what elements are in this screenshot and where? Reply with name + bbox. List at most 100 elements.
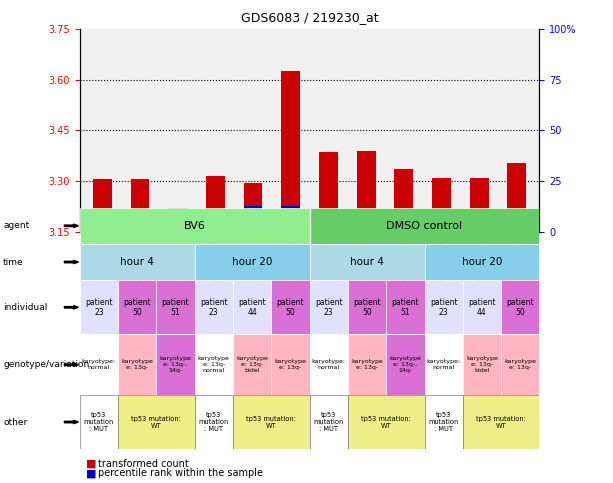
Text: agent: agent [3,221,29,230]
Text: patient
50: patient 50 [353,298,381,317]
Bar [501,334,539,395]
Bar [195,280,233,334]
Text: tp53
mutation
: MUT: tp53 mutation : MUT [84,412,114,432]
Text: karyotype
e: 13q-,
14q-: karyotype e: 13q-, 14q- [159,356,191,373]
Bar [432,178,451,232]
Bar [319,211,338,215]
Title: GDS6083 / 219230_at: GDS6083 / 219230_at [241,11,378,24]
Text: karyotype:
normal: karyotype: normal [427,359,460,370]
Bar [470,178,489,232]
Bar [310,334,348,395]
Bar [118,395,195,449]
Bar [348,334,386,395]
Text: hour 4: hour 4 [120,257,154,267]
Text: patient
23: patient 23 [85,298,113,317]
Text: patient
44: patient 44 [468,298,496,317]
Text: patient
44: patient 44 [238,298,266,317]
Text: tp53 mutation:
WT: tp53 mutation: WT [131,415,181,428]
Bar [243,206,262,210]
Text: patient
50: patient 50 [123,298,151,317]
Bar [357,151,376,232]
Text: hour 20: hour 20 [232,257,272,267]
Text: karyotype:
normal: karyotype: normal [82,359,116,370]
Bar [432,213,451,216]
Bar [243,183,262,232]
Bar [206,176,225,232]
Text: patient
23: patient 23 [430,298,457,317]
Bar [394,211,413,215]
Text: patient
50: patient 50 [276,298,304,317]
Text: tp53
mutation
: MUT: tp53 mutation : MUT [199,412,229,432]
Text: transformed count: transformed count [98,459,189,469]
Bar [80,244,195,280]
Bar [424,280,463,334]
Text: time: time [3,257,24,267]
Bar [386,280,424,334]
Bar [233,334,271,395]
Bar [80,334,118,395]
Text: karyotype
e: 13q-: karyotype e: 13q- [275,359,306,370]
Text: tp53
mutation
: MUT: tp53 mutation : MUT [428,412,459,432]
Text: other: other [3,417,28,426]
Bar [195,395,233,449]
Bar [348,280,386,334]
Text: patient
50: patient 50 [506,298,534,317]
Bar [310,395,348,449]
Bar [156,280,195,334]
Text: patient
51: patient 51 [392,298,419,317]
Bar [271,334,310,395]
Bar [80,280,118,334]
Bar [508,211,526,215]
Bar [310,280,348,334]
Bar [310,244,424,280]
Text: ■: ■ [86,459,96,469]
Text: tp53 mutation:
WT: tp53 mutation: WT [246,415,296,428]
Text: hour 4: hour 4 [350,257,384,267]
Bar [80,208,310,244]
Text: karyotype
e: 13q-,
14q-: karyotype e: 13q-, 14q- [389,356,421,373]
Bar [386,334,424,395]
Text: BV6: BV6 [184,221,205,231]
Bar [501,280,539,334]
Bar [424,395,463,449]
Text: patient
51: patient 51 [162,298,189,317]
Bar [463,334,501,395]
Text: hour 20: hour 20 [462,257,502,267]
Bar [168,208,187,232]
Bar [233,280,271,334]
Bar [118,280,156,334]
Text: karyotype
e: 13q-
bidel: karyotype e: 13q- bidel [236,356,268,373]
Text: karyotype:
normal: karyotype: normal [312,359,346,370]
Text: patient
23: patient 23 [200,298,227,317]
Bar [93,211,112,215]
Text: individual: individual [3,303,47,312]
Text: genotype/variation: genotype/variation [3,360,89,369]
Bar [310,208,539,244]
Text: karyotype
e: 13q-: karyotype e: 13q- [504,359,536,370]
Bar [470,211,489,215]
Text: tp53 mutation:
WT: tp53 mutation: WT [476,415,526,428]
Bar [131,213,150,216]
Text: karyotype
e: 13q-
bidel: karyotype e: 13q- bidel [466,356,498,373]
Text: tp53
mutation
: MUT: tp53 mutation : MUT [314,412,344,432]
Bar [93,179,112,232]
Text: karyotype
e: 13q-
normal: karyotype e: 13q- normal [198,356,230,373]
Bar [80,395,118,449]
Bar [195,334,233,395]
Bar [118,334,156,395]
Text: karyotype
e: 13q-: karyotype e: 13q- [351,359,383,370]
Bar [424,244,539,280]
Bar [348,395,424,449]
Bar [463,280,501,334]
Bar [508,162,526,232]
Bar [233,395,310,449]
Bar [357,213,376,216]
Text: DMSO control: DMSO control [386,221,463,231]
Text: tp53 mutation:
WT: tp53 mutation: WT [361,415,411,428]
Bar [271,280,310,334]
Bar [168,213,187,216]
Bar [281,71,300,232]
Bar [281,206,300,210]
Bar [206,211,225,215]
Text: patient
23: patient 23 [315,298,343,317]
